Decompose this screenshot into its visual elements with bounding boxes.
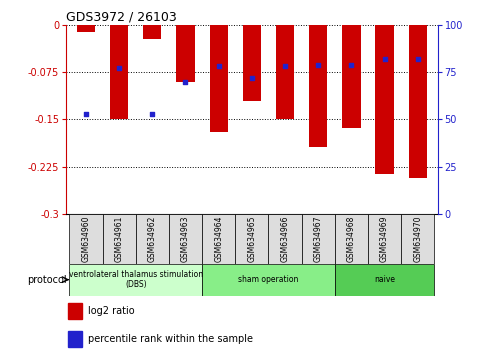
Point bbox=[82, 111, 90, 116]
Point bbox=[314, 62, 322, 67]
Bar bbox=[77, 25, 95, 32]
Bar bbox=[242, 25, 261, 101]
Point bbox=[380, 56, 387, 62]
Bar bbox=[408, 25, 426, 178]
Bar bbox=[68, 303, 82, 319]
Bar bbox=[308, 25, 326, 147]
Text: log2 ratio: log2 ratio bbox=[88, 306, 134, 316]
Bar bbox=[143, 25, 161, 39]
Bar bbox=[367, 214, 400, 264]
Bar bbox=[375, 25, 393, 175]
Text: GSM634968: GSM634968 bbox=[346, 216, 355, 262]
Point bbox=[281, 64, 288, 69]
Bar bbox=[69, 264, 202, 296]
Text: naive: naive bbox=[373, 275, 394, 284]
Point bbox=[347, 62, 355, 67]
Bar bbox=[268, 214, 301, 264]
Bar bbox=[176, 25, 194, 81]
Point bbox=[413, 56, 421, 62]
Bar bbox=[68, 331, 82, 347]
Text: GSM634965: GSM634965 bbox=[247, 216, 256, 262]
Text: sham operation: sham operation bbox=[238, 275, 298, 284]
Bar bbox=[202, 264, 334, 296]
Text: GSM634964: GSM634964 bbox=[214, 216, 223, 262]
Text: GSM634966: GSM634966 bbox=[280, 216, 289, 262]
Point bbox=[181, 79, 189, 84]
Text: GSM634969: GSM634969 bbox=[379, 216, 388, 262]
Bar bbox=[334, 214, 367, 264]
Bar bbox=[209, 25, 227, 132]
Bar bbox=[275, 25, 294, 119]
Bar bbox=[202, 214, 235, 264]
Bar bbox=[334, 264, 433, 296]
Bar bbox=[301, 214, 334, 264]
Point bbox=[247, 75, 255, 81]
Text: GSM634960: GSM634960 bbox=[81, 216, 90, 262]
Text: GSM634961: GSM634961 bbox=[114, 216, 123, 262]
Bar bbox=[235, 214, 268, 264]
Bar bbox=[342, 25, 360, 128]
Point bbox=[214, 64, 222, 69]
Bar bbox=[69, 214, 102, 264]
Text: protocol: protocol bbox=[27, 275, 66, 285]
Text: percentile rank within the sample: percentile rank within the sample bbox=[88, 334, 252, 344]
Bar bbox=[136, 214, 168, 264]
Bar bbox=[102, 214, 136, 264]
Bar bbox=[168, 214, 202, 264]
Text: ventrolateral thalamus stimulation
(DBS): ventrolateral thalamus stimulation (DBS) bbox=[68, 270, 203, 289]
Text: GSM634970: GSM634970 bbox=[412, 216, 421, 262]
Text: GSM634967: GSM634967 bbox=[313, 216, 322, 262]
Bar bbox=[400, 214, 433, 264]
Bar bbox=[110, 25, 128, 119]
Point bbox=[115, 65, 123, 71]
Point bbox=[148, 111, 156, 116]
Text: GDS3972 / 26103: GDS3972 / 26103 bbox=[66, 11, 176, 24]
Text: GSM634963: GSM634963 bbox=[181, 216, 189, 262]
Text: GSM634962: GSM634962 bbox=[147, 216, 157, 262]
